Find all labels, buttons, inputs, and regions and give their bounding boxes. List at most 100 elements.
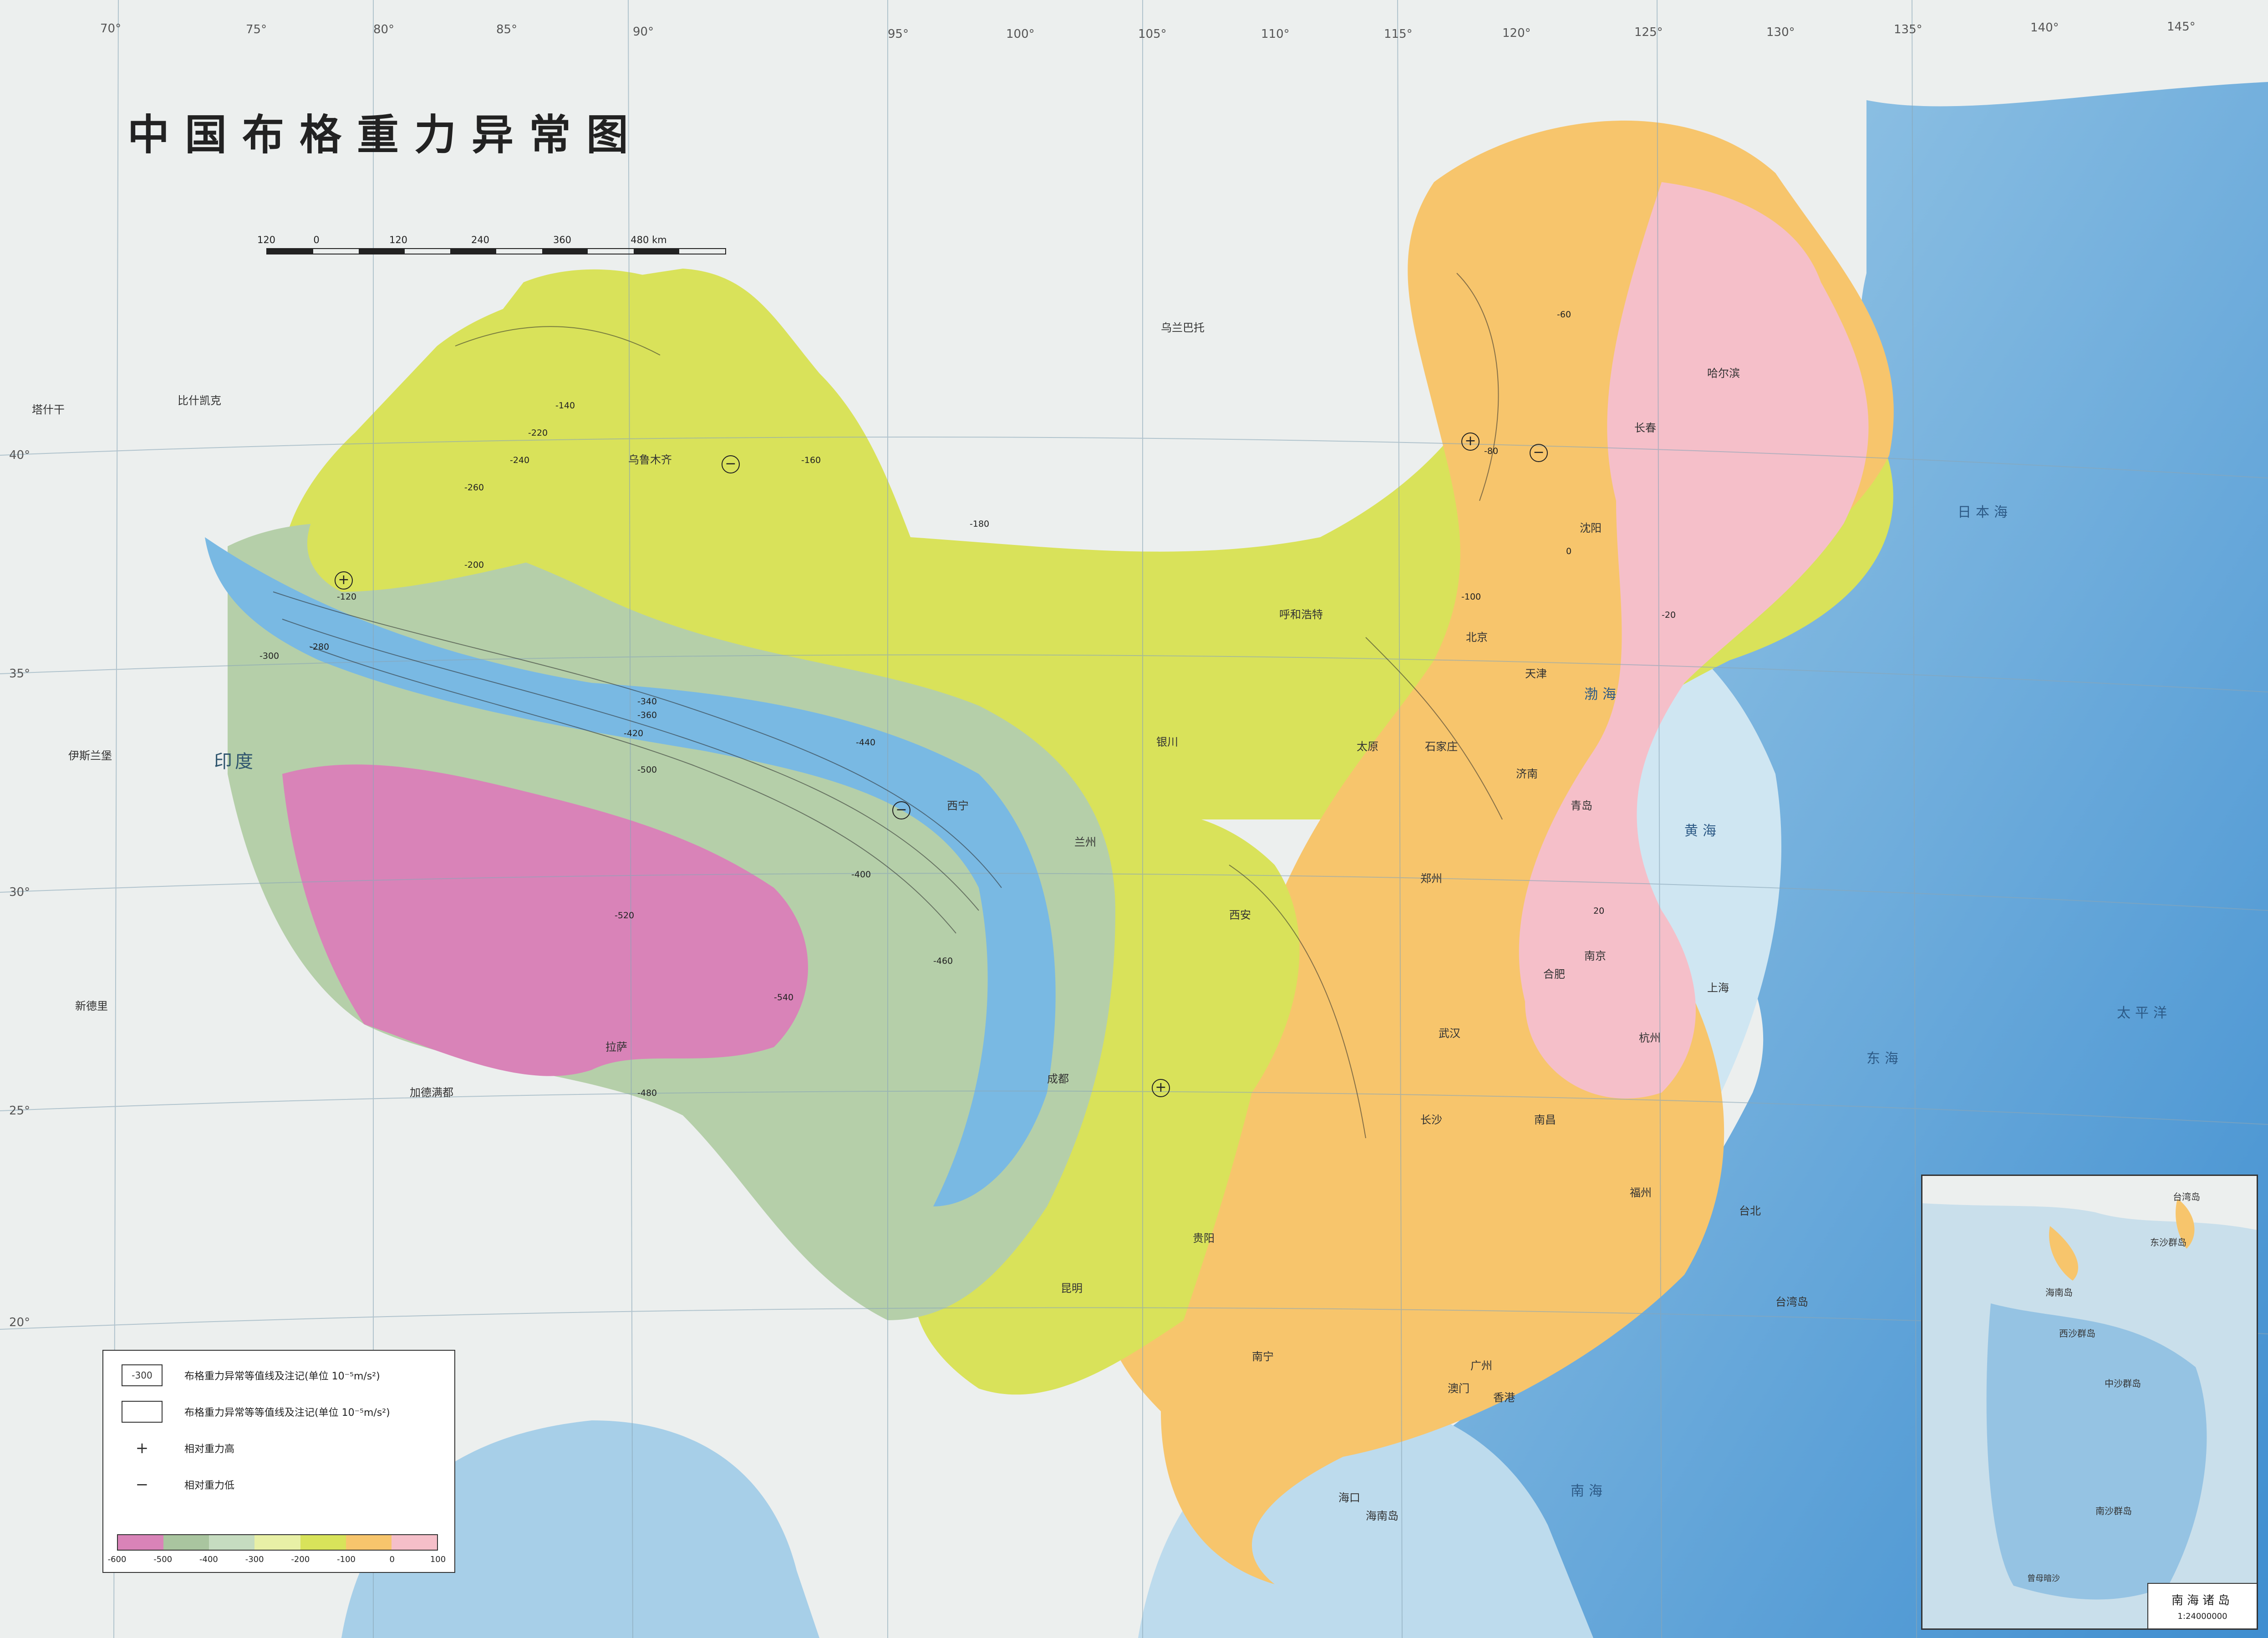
color-ramp-label: -100 xyxy=(337,1555,356,1564)
place-label: 武汉 xyxy=(1439,1027,1460,1040)
place-label: 比什凯克 xyxy=(178,394,221,407)
contour-label: -500 xyxy=(637,765,657,775)
scale-bar-graphic xyxy=(266,248,726,254)
place-label: 西安 xyxy=(1229,909,1251,921)
color-ramp-swatch xyxy=(209,1535,255,1550)
contour-symbol: -300 xyxy=(122,1364,163,1386)
secondary-contour-symbol xyxy=(122,1401,163,1423)
inset-label: 曾母暗沙 xyxy=(2027,1574,2060,1583)
place-label: 昆明 xyxy=(1061,1282,1083,1295)
zone-east-pink xyxy=(1519,182,1869,1099)
sea-label: 南海 xyxy=(1571,1483,1607,1499)
lon-label: 135° xyxy=(1894,23,1922,36)
map-title: 中国布格重力异常图 xyxy=(127,111,644,159)
color-ramp-label: -200 xyxy=(291,1555,310,1564)
place-label: 塔什干 xyxy=(32,403,65,416)
contour-label: -340 xyxy=(637,697,657,707)
lat-label: 25° xyxy=(9,1104,31,1118)
contour-label: -260 xyxy=(464,483,484,493)
place-label: 合肥 xyxy=(1543,968,1565,981)
contour-label: -420 xyxy=(624,728,644,738)
place-label: 伊斯兰堡 xyxy=(68,749,112,762)
relative-low-marker: − xyxy=(1530,444,1548,462)
contour-label: -480 xyxy=(637,1088,657,1098)
color-ramp-swatch xyxy=(391,1535,437,1550)
contour-label: -460 xyxy=(933,956,953,966)
inset-label: 东沙群岛 xyxy=(2150,1237,2187,1248)
color-ramp xyxy=(117,1534,438,1551)
scale-tick-label: 240 xyxy=(471,234,490,245)
color-ramp-swatch xyxy=(346,1535,392,1550)
color-ramp-swatch xyxy=(254,1535,300,1550)
scale-tick-label: 360 xyxy=(553,234,572,245)
contour-label: -520 xyxy=(615,911,635,921)
zone-west-blue-belt xyxy=(205,537,1056,1206)
place-label: 银川 xyxy=(1156,736,1178,748)
place-label: 郑州 xyxy=(1420,872,1442,885)
contour-label: -240 xyxy=(510,455,530,465)
color-ramp-label: -300 xyxy=(245,1555,264,1564)
contour-label: -400 xyxy=(851,870,871,880)
legend-label: 布格重力异常等值线及注记(单位 10⁻⁵m/s²) xyxy=(184,1371,380,1382)
scale-bar-labels: 120 0 120 240 360 480 km xyxy=(257,234,726,245)
east-china-sea-shelf xyxy=(1366,592,1782,1389)
place-label: 兰州 xyxy=(1074,836,1096,849)
legend-row: + 相对重力高 xyxy=(122,1435,234,1462)
legend-row: − 相对重力低 xyxy=(122,1471,234,1498)
lon-label: 70° xyxy=(100,22,122,36)
place-label: 南京 xyxy=(1584,950,1606,962)
lat-label: 20° xyxy=(9,1316,31,1329)
relative-low-marker: − xyxy=(892,801,910,819)
scale-bar: 120 0 120 240 360 480 km xyxy=(257,234,726,262)
zone-tibet-magenta xyxy=(282,764,808,1076)
place-label: 南昌 xyxy=(1534,1114,1556,1126)
relative-low-marker: − xyxy=(722,455,740,473)
color-ramp-swatch xyxy=(163,1535,209,1550)
inset-caption: 南海诸岛 1:24000000 xyxy=(2147,1583,2257,1628)
place-label: 上海 xyxy=(1707,982,1729,994)
south-china-sea-inset: 台湾岛 东沙群岛 海南岛 西沙群岛 中沙群岛 南沙群岛 曾母暗沙 南海诸岛 1:… xyxy=(1921,1175,2258,1630)
legend-label: 相对重力低 xyxy=(184,1480,235,1491)
place-label: 台湾岛 xyxy=(1775,1296,1808,1308)
contour-label: -360 xyxy=(637,710,657,720)
lon-label: 110° xyxy=(1261,27,1290,41)
scale-tick-label: 120 xyxy=(389,234,408,245)
place-label: 南宁 xyxy=(1252,1350,1274,1363)
place-label: 石家庄 xyxy=(1425,740,1458,753)
contour-label: -300 xyxy=(259,651,280,661)
lon-label: 100° xyxy=(1006,27,1035,41)
color-ramp-label: 0 xyxy=(389,1555,395,1564)
place-label: 济南 xyxy=(1516,768,1538,780)
place-label: 天津 xyxy=(1525,667,1547,680)
place-label: 太原 xyxy=(1357,740,1378,753)
sea-label: 渤海 xyxy=(1584,687,1621,702)
lon-label: 140° xyxy=(2030,21,2059,35)
sea-label: 黄海 xyxy=(1684,823,1721,839)
plus-icon: + xyxy=(122,1437,163,1459)
scale-tick-label: 120 xyxy=(257,234,276,245)
color-ramp-swatch xyxy=(300,1535,346,1550)
place-label: 广州 xyxy=(1470,1359,1492,1372)
contour-label: -540 xyxy=(774,992,794,1002)
legend-row: 布格重力异常等等值线及注记(单位 10⁻⁵m/s²) xyxy=(122,1398,390,1425)
color-ramp-label: -500 xyxy=(153,1555,173,1564)
place-label: 杭州 xyxy=(1639,1032,1661,1044)
contour-label: -160 xyxy=(801,455,821,465)
place-label: 呼和浩特 xyxy=(1279,608,1323,621)
legend-row: -300 布格重力异常等值线及注记(单位 10⁻⁵m/s²) xyxy=(122,1362,380,1389)
color-ramp-labels: -600 -500 -400 -300 -200 -100 0 100 xyxy=(108,1555,446,1566)
scale-tick-label: 480 km xyxy=(631,234,667,245)
lat-label: 30° xyxy=(9,885,31,899)
place-label: 长沙 xyxy=(1420,1114,1442,1126)
lat-label: 35° xyxy=(9,667,31,681)
lon-label: 75° xyxy=(246,23,267,36)
inset-label: 南沙群岛 xyxy=(2095,1506,2132,1516)
legend-label: 布格重力异常等等值线及注记(单位 10⁻⁵m/s²) xyxy=(184,1407,390,1419)
legend-panel: -300 布格重力异常等值线及注记(单位 10⁻⁵m/s²) 布格重力异常等等值… xyxy=(102,1350,455,1573)
place-label: 澳门 xyxy=(1448,1382,1470,1395)
legend-label: 相对重力高 xyxy=(184,1444,235,1455)
relative-high-marker: + xyxy=(335,571,353,590)
place-label: 沈阳 xyxy=(1580,522,1602,534)
inset-label: 海南岛 xyxy=(2045,1287,2073,1298)
